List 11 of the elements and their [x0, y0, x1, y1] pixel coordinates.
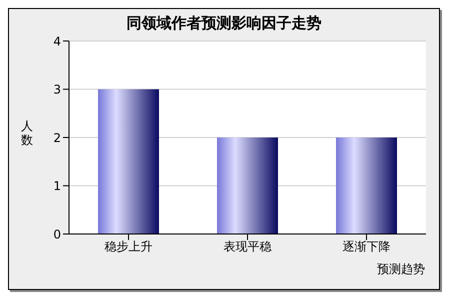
- x-tick-label: 表现平稳: [224, 240, 272, 254]
- x-tick-label: 逐渐下降: [342, 240, 390, 254]
- y-axis-title: 人数: [21, 119, 34, 147]
- x-tick-label: 稳步上升: [104, 240, 152, 254]
- y-tick-label: 2: [53, 130, 61, 145]
- y-tick-label: 1: [53, 179, 61, 194]
- chart-title: 同领域作者预测影响因子走势: [126, 14, 322, 33]
- x-axis-title: 预测趋势: [377, 261, 425, 278]
- y-tick-label: 4: [53, 34, 61, 48]
- y-tick-label: 0: [53, 227, 61, 242]
- y-tick-label: 3: [53, 82, 61, 97]
